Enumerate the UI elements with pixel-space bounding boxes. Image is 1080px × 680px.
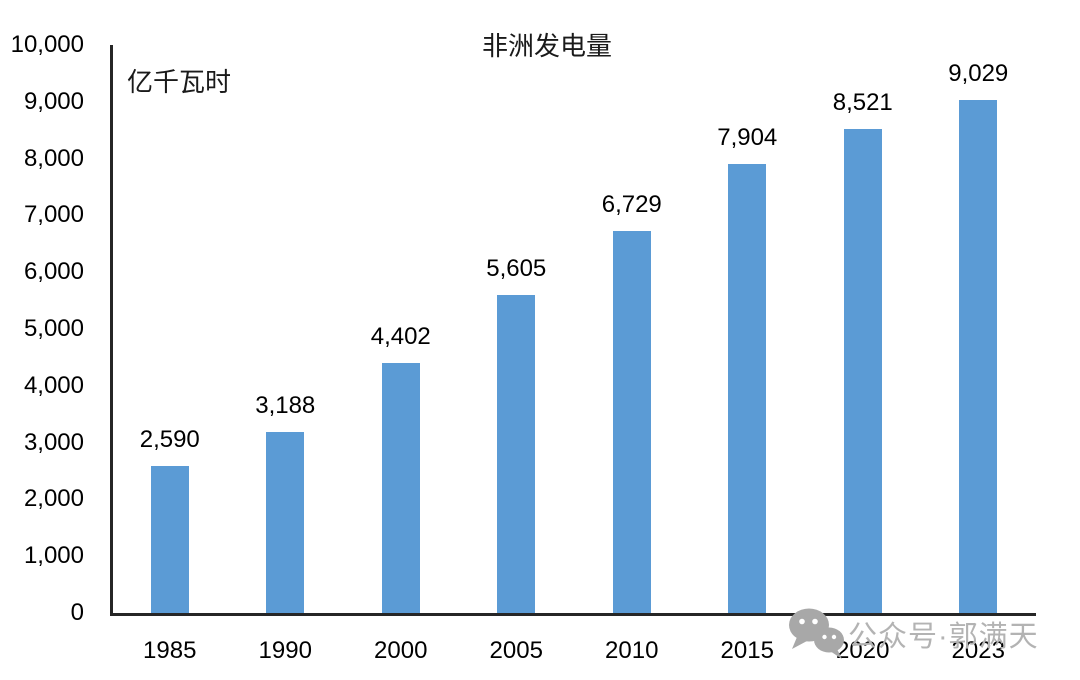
bar-value-label: 7,904	[717, 124, 778, 152]
bar-2015	[728, 164, 767, 613]
y-tick-label: 5,000	[23, 315, 84, 342]
y-tick-label: 4,000	[23, 371, 84, 399]
bar-1985	[150, 465, 189, 613]
y-axis-line	[110, 45, 113, 616]
bar-value-label: 6,729	[601, 190, 662, 218]
bar-2005	[497, 294, 536, 613]
bar-2000	[381, 362, 420, 613]
x-tick-label-2000: 2000	[374, 637, 428, 664]
y-tick-label: 9,000	[23, 87, 84, 115]
y-tick-label: 6,000	[23, 258, 84, 286]
bar-value-label: 9,029	[948, 60, 1009, 88]
y-tick-label: 7,000	[23, 201, 84, 229]
y-axis-unit-label: 亿千瓦时	[127, 67, 232, 97]
x-tick-label-1985: 1985	[143, 637, 197, 664]
x-tick-label-2005: 2005	[489, 637, 543, 664]
x-tick-label-2010: 2010	[605, 637, 659, 664]
bar-2023	[959, 100, 998, 613]
x-tick-label-2015: 2015	[720, 637, 774, 664]
chart-title: 非洲发电量	[481, 31, 612, 61]
bar-1990	[266, 431, 305, 613]
y-tick-label: 3,000	[23, 428, 84, 456]
bar-value-label: 8,521	[832, 89, 893, 116]
x-axis-line	[110, 613, 1036, 616]
y-tick-label: 0	[70, 599, 84, 626]
y-tick-label: 2,000	[23, 485, 84, 513]
bar-2010	[612, 230, 651, 613]
y-tick-label: 10,000	[10, 31, 84, 58]
bar-value-label: 3,188	[255, 391, 316, 419]
y-tick-label: 8,000	[23, 144, 84, 172]
bar-value-label: 4,402	[370, 322, 431, 350]
bar-2020	[843, 129, 882, 613]
x-tick-label-1990: 1990	[258, 637, 312, 664]
watermark-text: 公众号·郭满天	[848, 621, 1039, 653]
watermark: 公众号·郭满天	[786, 606, 1039, 662]
wechat-icon	[789, 608, 844, 659]
x-tick-label-2020: 2020	[836, 637, 890, 664]
bar-value-label: 5,605	[486, 254, 547, 282]
bar-value-label: 2,590	[139, 425, 200, 453]
x-tick-label-2023: 2023	[951, 637, 1005, 664]
y-tick-label: 1,000	[23, 542, 84, 570]
